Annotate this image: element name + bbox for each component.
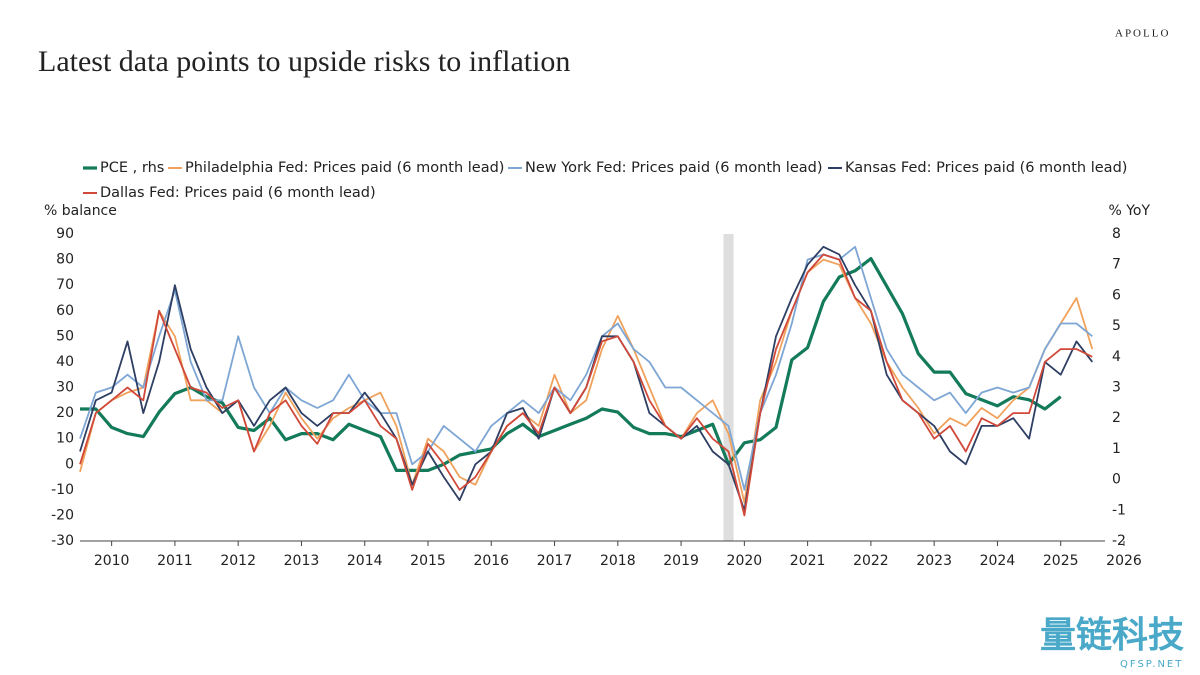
y-tick-label: 30 [56,380,74,396]
y2-tick-label: 1 [1112,441,1121,457]
x-tick-label: 2017 [537,553,573,569]
series-line [79,253,1093,517]
x-tick-label: 2026 [1106,553,1142,569]
legend-label: PCE , rhs [100,160,164,176]
y2-tick-label: 6 [1112,287,1121,303]
y2-tick-label: 8 [1112,226,1121,242]
legend-label: Kansas Fed: Prices paid (6 month lead) [845,160,1127,176]
watermark-site: QFSP.NET [1120,659,1183,670]
y2-tick-label: 2 [1112,410,1121,426]
x-tick-label: 2020 [727,553,763,569]
recession-band [723,234,734,541]
legend-label: Dallas Fed: Prices paid (6 month lead) [100,185,376,201]
series-line [79,245,1093,491]
x-tick-label: 2015 [410,553,446,569]
y-tick-label: -20 [51,507,74,523]
y2-tick-label: 7 [1112,257,1121,273]
y-tick-label: 40 [56,354,74,370]
legend-label: New York Fed: Prices paid (6 month lead) [525,160,823,176]
y-tick-label: -30 [51,533,74,549]
y-tick-label: 50 [56,328,74,344]
x-tick-label: 2023 [916,553,952,569]
x-tick-label: 2022 [853,553,889,569]
y2-tick-label: 3 [1112,380,1121,396]
y-tick-label: -10 [51,482,74,498]
y-tick-label: 70 [56,277,74,293]
y-tick-label: 10 [56,431,74,447]
y2-tick-label: -1 [1112,502,1126,518]
y2-tick-label: 0 [1112,472,1121,488]
y-tick-label: 20 [56,405,74,421]
x-tick-label: 2011 [157,553,193,569]
x-tick-label: 2025 [1043,553,1079,569]
x-tick-label: 2012 [220,553,256,569]
y-tick-label: 60 [56,303,74,319]
brand: APOLLO [1115,28,1170,40]
series-line [79,258,1094,504]
x-tick-label: 2021 [790,553,826,569]
x-tick-label: 2024 [980,553,1016,569]
x-tick-label: 2010 [94,553,130,569]
watermark-name: 量链科技 [1040,615,1184,656]
x-tick-label: 2013 [284,553,320,569]
y-tick-label: 0 [65,456,74,472]
legend-label: Philadelphia Fed: Prices paid (6 month l… [185,160,504,176]
y2-tick-label: 5 [1112,318,1121,334]
x-tick-label: 2018 [600,553,636,569]
x-tick-label: 2016 [473,553,509,569]
y2-tick-label: -2 [1112,533,1126,549]
series-line [80,257,1062,472]
x-tick-label: 2014 [347,553,383,569]
y-axis-label: % balance [44,203,117,219]
y2-tick-label: 4 [1112,349,1121,365]
x-tick-label: 2019 [663,553,699,569]
y-tick-label: 80 [56,252,74,268]
series-line [79,245,1094,512]
y2-axis-label: % YoY [1108,203,1150,219]
y-tick-label: 90 [56,226,74,242]
chart-title: Latest data points to upside risks to in… [38,45,570,78]
